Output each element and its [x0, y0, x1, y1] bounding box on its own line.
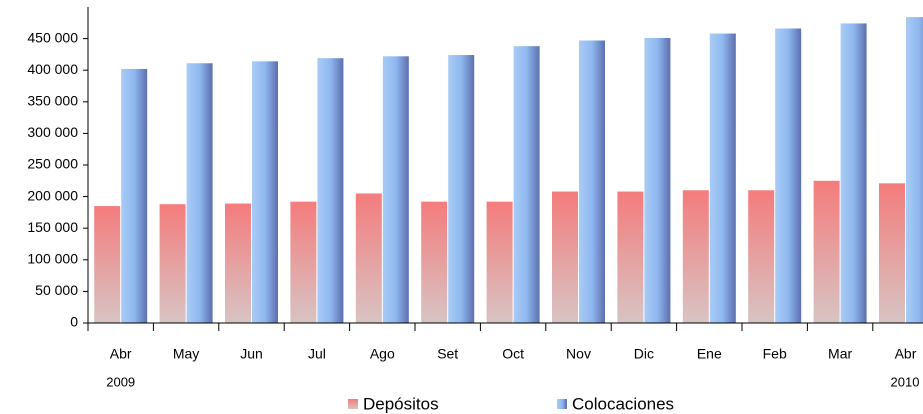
y-tick-label: 250 000 — [27, 156, 78, 172]
x-tick-label: Nov — [566, 346, 591, 362]
bar — [617, 191, 644, 323]
bar — [906, 17, 923, 323]
x-tick-label: Ene — [697, 346, 722, 362]
bar — [879, 183, 905, 323]
legend-swatch — [348, 399, 358, 409]
x-tick-label: May — [173, 346, 199, 362]
y-tick-label: 450 000 — [27, 29, 78, 45]
bar — [775, 28, 802, 323]
year-label: 2010 — [891, 374, 920, 389]
bar — [290, 201, 317, 323]
x-tick-label: Oct — [502, 346, 524, 362]
bar — [382, 56, 409, 324]
bar — [486, 201, 513, 323]
bar — [552, 191, 578, 323]
y-tick-label: 300 000 — [27, 124, 78, 140]
bar — [579, 40, 605, 323]
x-tick-label: Abr — [895, 346, 917, 362]
y-tick-label: 400 000 — [27, 61, 78, 77]
x-tick-label: Mar — [828, 346, 852, 362]
x-tick-label: Jun — [240, 346, 263, 362]
year-label: 2009 — [106, 374, 135, 389]
bar — [644, 37, 671, 324]
bar — [94, 206, 121, 323]
bar — [121, 68, 148, 323]
bar — [421, 201, 448, 323]
x-tick-label: Feb — [763, 346, 787, 362]
x-tick-label: Ago — [370, 346, 395, 362]
legend-label: Colocaciones — [572, 394, 674, 413]
x-tick-label: Dic — [634, 346, 654, 362]
bar — [840, 23, 867, 323]
bar — [252, 61, 278, 324]
y-tick-label: 50 000 — [35, 282, 78, 298]
bar — [709, 33, 736, 323]
x-tick-label: Abr — [110, 346, 132, 362]
bar — [355, 193, 382, 323]
bar — [159, 204, 186, 323]
bar — [748, 190, 775, 323]
legend-label: Depósitos — [363, 394, 439, 413]
x-tick-label: Set — [437, 346, 458, 362]
bar — [317, 58, 344, 323]
bar — [813, 180, 840, 323]
y-tick-label: 100 000 — [27, 251, 78, 267]
y-tick-label: 350 000 — [27, 93, 78, 109]
bar — [225, 203, 251, 323]
y-tick-label: 150 000 — [27, 219, 78, 235]
y-tick-label: 200 000 — [27, 187, 78, 203]
bar — [186, 63, 213, 324]
bar — [513, 46, 540, 324]
bar — [448, 55, 475, 323]
legend-swatch — [557, 399, 567, 409]
y-tick-label: 0 — [70, 314, 78, 330]
bar — [682, 190, 709, 323]
x-tick-label: Jul — [308, 346, 326, 362]
